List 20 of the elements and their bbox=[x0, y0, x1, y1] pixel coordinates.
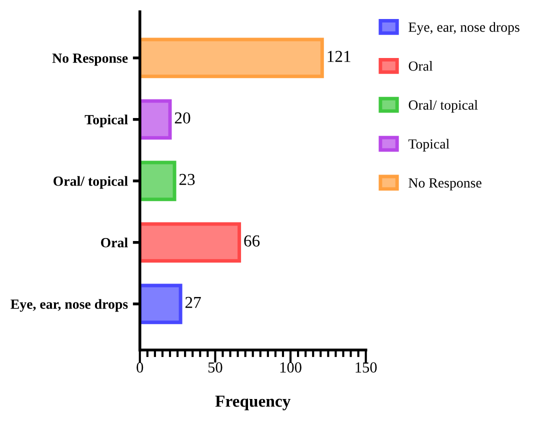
x-tick-label: 0 bbox=[136, 362, 144, 373]
y-tick-label: Eye, ear, nose drops bbox=[10, 299, 128, 312]
legend-label: Topical bbox=[408, 138, 450, 152]
x-axis-title: Frequency bbox=[215, 396, 291, 410]
legend-label: Oral/ topical bbox=[408, 100, 478, 113]
y-tick-label: No Response bbox=[52, 54, 128, 66]
y-tick-label: Oral bbox=[100, 238, 128, 248]
data-label: 66 bbox=[244, 235, 260, 247]
legend-label: Oral bbox=[408, 61, 433, 71]
x-tick-label: 100 bbox=[280, 362, 302, 373]
x-tick-label: 150 bbox=[356, 362, 377, 373]
data-label: 27 bbox=[185, 296, 201, 308]
legend-label: No Response bbox=[408, 178, 482, 190]
x-tick-label: 50 bbox=[208, 362, 222, 373]
data-label: 20 bbox=[174, 112, 190, 124]
y-tick-label: Oral/ topical bbox=[54, 176, 128, 189]
data-label: 23 bbox=[179, 174, 195, 186]
legend-label: Eye, ear, nose drops bbox=[408, 22, 520, 35]
y-tick-label: Topical bbox=[84, 114, 128, 128]
data-label: 121 bbox=[328, 50, 350, 62]
